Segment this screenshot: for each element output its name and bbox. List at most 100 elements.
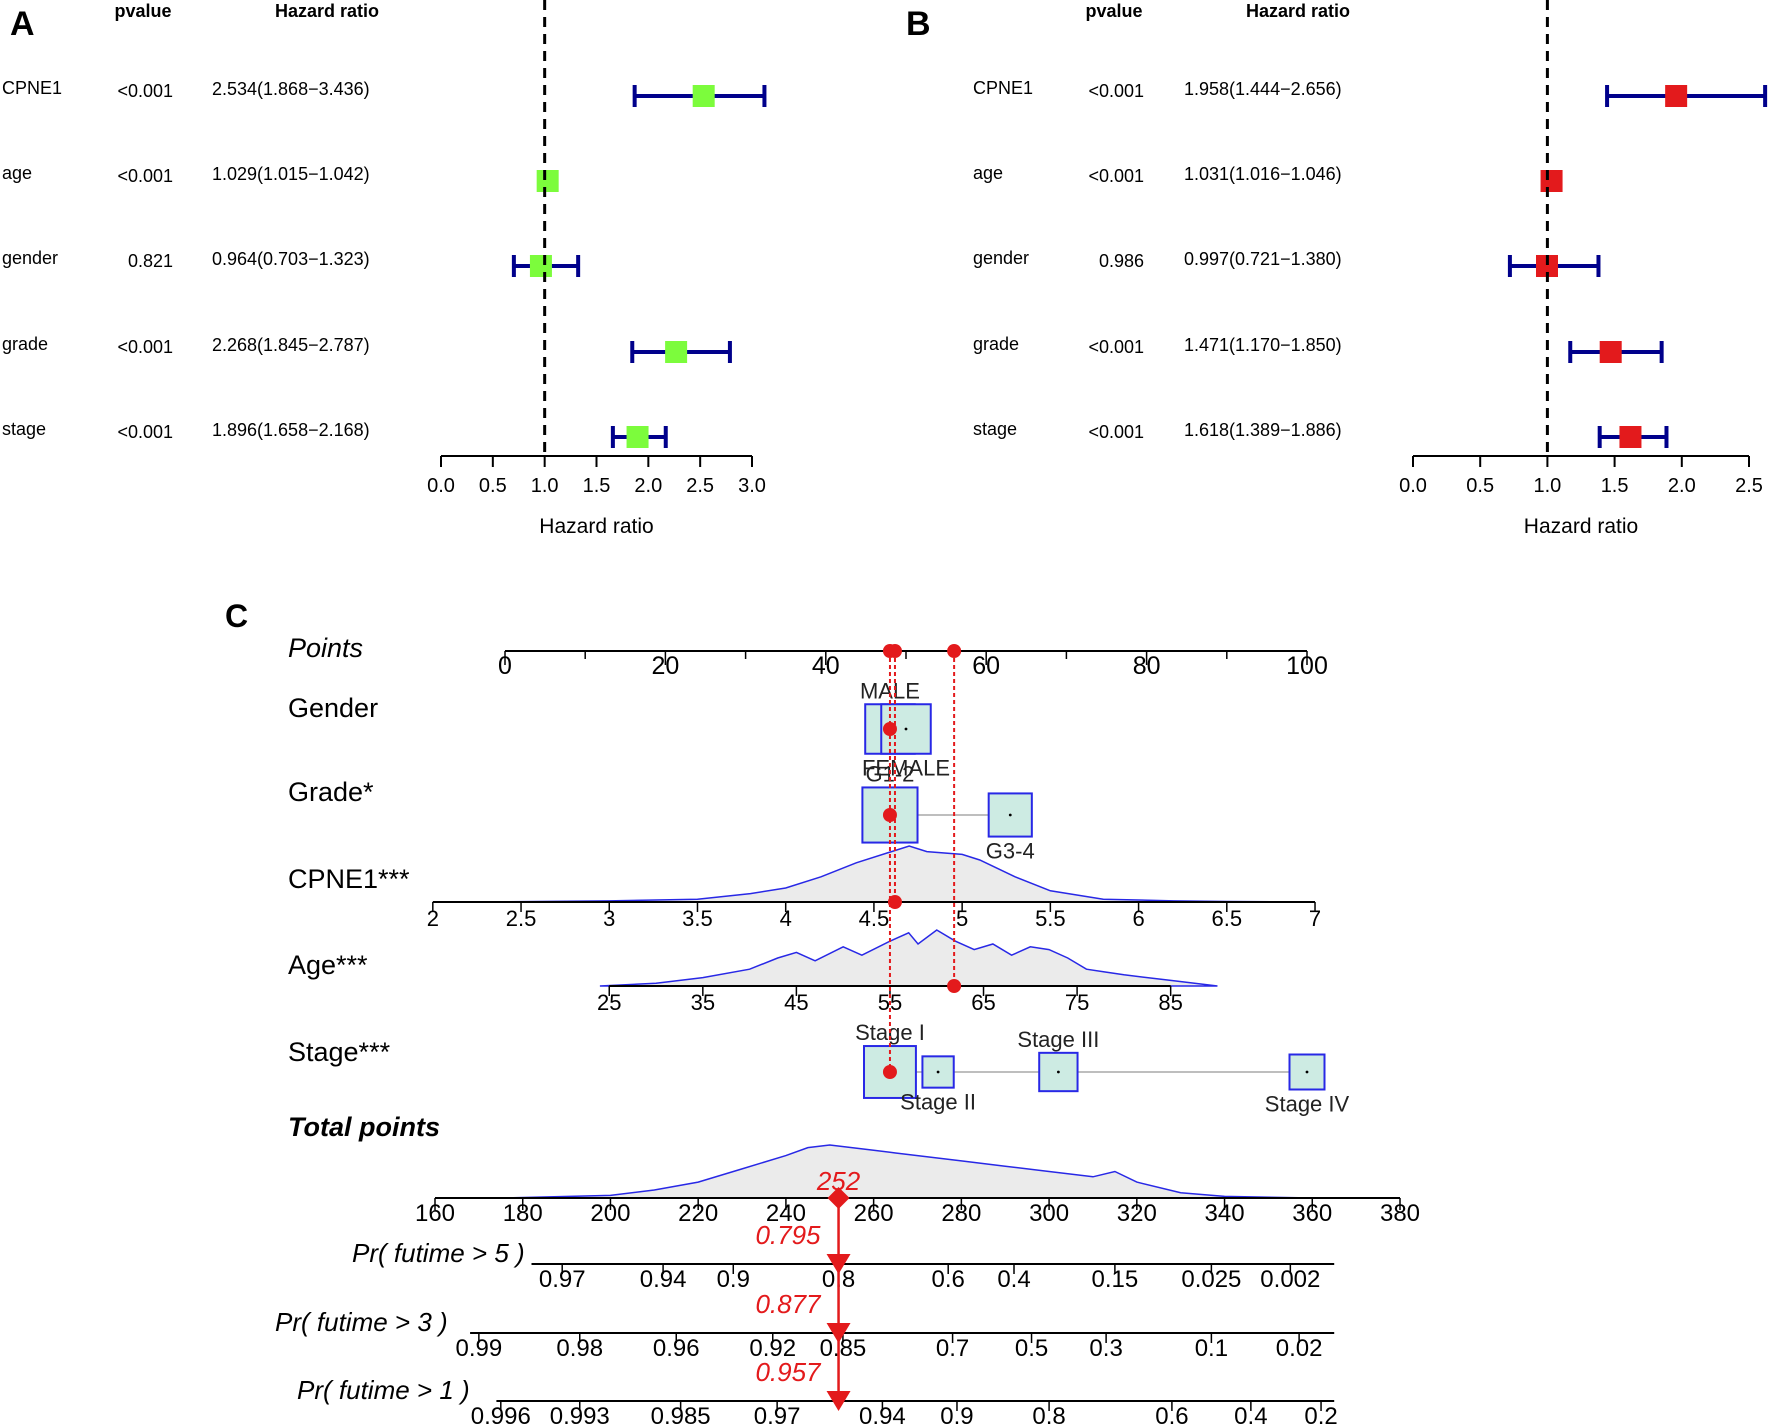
variable-tick-label: 4	[780, 906, 792, 931]
probability-tick-label: 0.6	[1155, 1403, 1188, 1425]
x-tick-label: 0.5	[479, 475, 507, 497]
pvalue-text: <0.001	[117, 166, 173, 186]
points-label: Points	[288, 633, 363, 663]
x-tick-label: 2.0	[634, 475, 662, 497]
probability-marker	[826, 1323, 851, 1343]
variable-tick-label: 45	[784, 990, 808, 1015]
total-tick-label: 180	[503, 1200, 543, 1227]
row-label: age	[973, 163, 1003, 183]
variable-tick-label: 6	[1132, 906, 1144, 931]
row-label: stage	[973, 419, 1017, 439]
hr-point-box	[1665, 85, 1688, 107]
x-tick-label: 0.0	[427, 475, 455, 497]
pvalue-text: <0.001	[1088, 166, 1144, 186]
selected-variable-marker	[947, 979, 962, 993]
total-density-curve	[500, 1144, 1313, 1199]
row-label: gender	[973, 248, 1029, 268]
probability-marker	[826, 1254, 851, 1274]
total-tick-label: 160	[415, 1200, 455, 1227]
probability-tick-label: 0.94	[640, 1266, 687, 1293]
probability-tick-label: 0.97	[754, 1403, 801, 1425]
probability-tick-label: 0.4	[997, 1266, 1030, 1293]
total-tick-label: 280	[941, 1200, 981, 1227]
variable-label: Age***	[288, 950, 368, 980]
variable-tick-label: 7	[1309, 906, 1321, 931]
level-center-dot	[1305, 1070, 1309, 1074]
hr-point-box	[1535, 255, 1558, 277]
variable-tick-label: 85	[1158, 990, 1182, 1015]
hr-point-box	[536, 170, 559, 192]
x-tick-label: 0.5	[1466, 475, 1494, 497]
selected-points-marker	[887, 644, 902, 658]
probability-value: 0.877	[755, 1289, 822, 1319]
pvalue-header: pvalue	[114, 1, 171, 21]
hr-text: 1.896(1.658−2.168)	[212, 420, 370, 440]
level-box	[863, 1045, 917, 1099]
total-tick-label: 380	[1380, 1200, 1420, 1227]
total-tick-label: 340	[1205, 1200, 1245, 1227]
x-tick-label: 2.0	[1668, 475, 1696, 497]
probability-tick-label: 0.7	[936, 1335, 969, 1362]
total-tick-label: 300	[1029, 1200, 1069, 1227]
x-tick-label: 2.5	[686, 475, 714, 497]
level-center-dot	[1056, 1070, 1060, 1074]
variable-label: Gender	[288, 693, 378, 723]
variable-tick-label: 5.5	[1035, 906, 1066, 931]
hr-text: 1.471(1.170−1.850)	[1184, 335, 1342, 355]
pvalue-text: <0.001	[117, 81, 173, 101]
probability-tick-label: 0.9	[717, 1266, 750, 1293]
total-tick-label: 360	[1292, 1200, 1332, 1227]
variable-tick-label: 65	[971, 990, 995, 1015]
points-tick-label: 100	[1286, 652, 1328, 680]
probability-label: Pr( futime > 1 )	[297, 1375, 470, 1405]
x-tick-label: 1.5	[1601, 475, 1629, 497]
probability-tick-label: 0.8	[1032, 1403, 1065, 1425]
total-tick-label: 240	[766, 1200, 806, 1227]
probability-tick-label: 0.3	[1089, 1335, 1122, 1362]
probability-tick-label: 0.996	[471, 1403, 531, 1425]
points-tick-label: 20	[651, 652, 679, 680]
probability-value: 0.957	[755, 1357, 822, 1387]
probability-tick-label: 0.025	[1181, 1266, 1241, 1293]
hr-point-box	[1619, 426, 1642, 448]
probability-tick-label: 0.96	[653, 1335, 700, 1362]
variable-label: CPNE1***	[288, 864, 410, 894]
hr-text: 0.964(0.703−1.323)	[212, 249, 370, 269]
hr-text: 1.618(1.389−1.886)	[1184, 420, 1342, 440]
selected-points-marker	[947, 644, 962, 658]
pvalue-text: 0.821	[128, 251, 173, 271]
variable-tick-label: 35	[691, 990, 715, 1015]
probability-tick-label: 0.5	[1015, 1335, 1048, 1362]
level-box	[987, 792, 1033, 838]
panel-letter: C	[225, 598, 248, 634]
level-center-dot	[936, 1070, 940, 1074]
row-label: age	[2, 163, 32, 183]
variable-label: Stage***	[288, 1037, 391, 1067]
x-tick-label: 0.0	[1399, 475, 1427, 497]
total-tick-label: 200	[590, 1200, 630, 1227]
probability-tick-label: 0.92	[749, 1335, 796, 1362]
hr-text: 1.958(1.444−2.656)	[1184, 79, 1342, 99]
probability-tick-label: 0.97	[539, 1266, 586, 1293]
hr-point-box	[692, 85, 715, 107]
hazard-ratio-header: Hazard ratio	[1246, 1, 1350, 21]
variable-tick-label: 6.5	[1212, 906, 1243, 931]
panel-letter: A	[10, 5, 35, 43]
variable-tick-label: 2	[427, 906, 439, 931]
points-tick-label: 0	[498, 652, 512, 680]
row-label: CPNE1	[2, 78, 62, 98]
probability-tick-label: 0.1	[1195, 1335, 1228, 1362]
hr-text: 1.031(1.016−1.046)	[1184, 164, 1342, 184]
probability-tick-label: 0.94	[859, 1403, 906, 1425]
variable-tick-label: 2.5	[506, 906, 537, 931]
x-tick-label: 3.0	[738, 475, 766, 497]
level-label: FEMALE	[862, 756, 950, 781]
level-center-dot	[904, 727, 908, 731]
x-tick-label: 1.0	[1533, 475, 1561, 497]
probability-tick-label: 0.85	[820, 1335, 867, 1362]
level-label: Stage II	[900, 1090, 976, 1115]
variable-tick-label: 3	[603, 906, 615, 931]
points-tick-label: 40	[812, 652, 840, 680]
